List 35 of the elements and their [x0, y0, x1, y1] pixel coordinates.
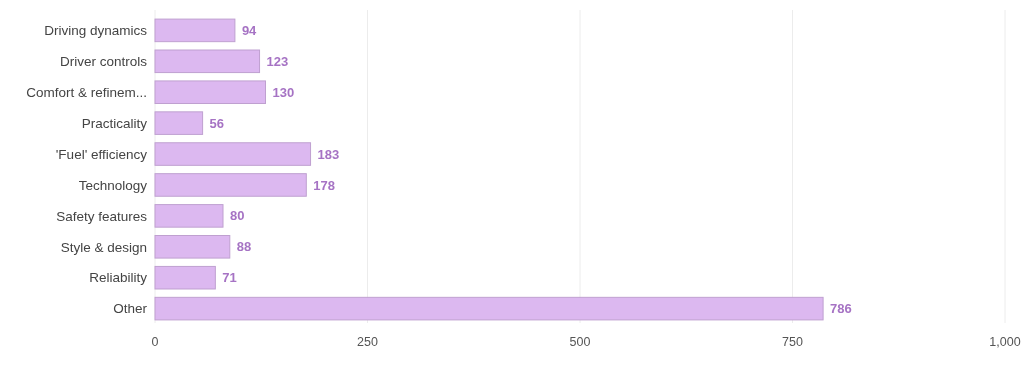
- x-tick-label: 1,000: [989, 335, 1021, 350]
- y-tick-label: Comfort & refinem...: [26, 84, 147, 100]
- data-label: 71: [222, 270, 237, 286]
- bar: [154, 265, 216, 290]
- bar: [154, 173, 307, 197]
- data-label: 88: [236, 239, 252, 255]
- y-tick-label: Other: [113, 301, 148, 317]
- data-label: 786: [830, 301, 852, 317]
- y-tick-label: Reliability: [89, 270, 148, 286]
- y-tick-label: 'Fuel' efficiency: [55, 146, 148, 162]
- bar: [154, 80, 266, 104]
- y-tick-label: Style & design: [60, 239, 147, 255]
- data-label: 130: [272, 84, 295, 100]
- y-tick-label: Practicality: [81, 115, 148, 131]
- x-tick-label: 750: [782, 335, 803, 350]
- bar: [154, 142, 312, 166]
- data-label: 94: [241, 22, 258, 38]
- data-label: 80: [230, 208, 245, 224]
- bar: [154, 235, 231, 259]
- bar: [154, 204, 224, 228]
- data-label: 56: [209, 115, 225, 131]
- y-tick-label: Driver controls: [59, 54, 148, 70]
- x-tick-label: 250: [357, 335, 378, 350]
- data-label: 178: [313, 177, 335, 193]
- y-tick-label: Driving dynamics: [44, 23, 148, 39]
- bar: [154, 296, 824, 321]
- bar: [154, 49, 261, 74]
- x-tick-label: 500: [569, 335, 591, 350]
- bar: [154, 111, 204, 135]
- data-label: 183: [317, 146, 340, 162]
- data-label: 123: [266, 53, 289, 69]
- y-tick-label: Technology: [78, 177, 148, 193]
- bar: [154, 18, 236, 43]
- x-tick-label: 0: [151, 335, 159, 350]
- y-tick-label: Safety features: [56, 208, 148, 224]
